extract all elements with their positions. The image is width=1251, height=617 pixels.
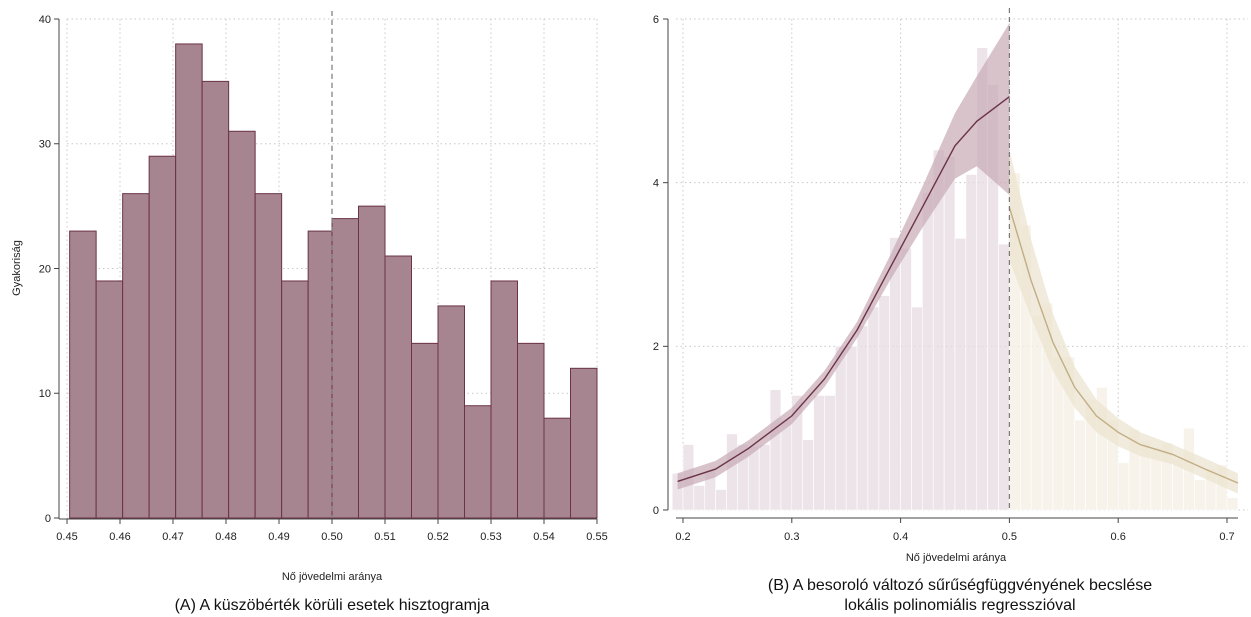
density-bin-left (693, 485, 706, 511)
panel-a-y-axis-title: Gyakoriság (11, 240, 23, 296)
x-tick-label: 0.6 (1111, 531, 1126, 543)
histogram-bar (384, 255, 412, 519)
y-tick-label: 2 (653, 341, 659, 353)
density-bin-left (813, 395, 825, 511)
x-tick-label: 0.47 (162, 531, 183, 543)
density-line-right (1008, 207, 1239, 484)
confidence-band-right (1009, 149, 1238, 494)
density-bin-right (1194, 479, 1206, 511)
histogram-bar (281, 280, 309, 519)
y-tick-label: 30 (39, 139, 51, 151)
histogram-bar (437, 305, 465, 519)
histogram-bar (517, 342, 545, 519)
x-tick-label: 0.51 (374, 531, 395, 543)
density-bin-left (769, 389, 782, 511)
x-tick-label: 0.46 (109, 531, 130, 543)
panel-b-caption-line1: (B) A besoroló változó sűrűségfüggvényén… (768, 577, 1152, 594)
density-bin-right (1074, 419, 1086, 511)
panel-b-density-estimate: 0.2 0.3 0.4 0.5 0.6 0.7 0 2 4 6 (653, 8, 1248, 543)
density-bin-left (758, 444, 771, 511)
density-bin-right (1030, 314, 1043, 511)
density-bin-left (845, 346, 858, 511)
x-tick-label: 0.48 (215, 531, 236, 543)
density-bin-left (911, 306, 923, 511)
density-bin-left (802, 439, 814, 511)
histogram-bar (358, 205, 386, 519)
density-line-left (677, 96, 1010, 483)
x-tick-label: 0.5 (1002, 531, 1017, 543)
density-bin-left (998, 243, 1010, 511)
histogram-bar (307, 230, 336, 519)
density-bin-left (900, 247, 912, 511)
density-bin-left (867, 306, 880, 511)
histogram-bar (175, 43, 203, 519)
histogram-bar (464, 405, 492, 519)
density-bin-left (878, 295, 891, 511)
y-tick-label: 0 (45, 513, 51, 525)
density-bin-left (889, 237, 901, 511)
y-tick-label: 4 (653, 178, 659, 190)
density-bin-left (954, 238, 967, 511)
y-tick-label: 20 (39, 263, 51, 275)
y-tick-label: 0 (653, 505, 659, 517)
density-bin-left (922, 192, 934, 511)
density-bin-left (715, 489, 727, 511)
x-tick-label: 0.53 (480, 531, 501, 543)
x-tick-label: 0.50 (321, 531, 342, 543)
density-bin-left (747, 445, 760, 511)
panel-a-histogram: 0.45 0.46 0.47 0.48 0.49 0.50 0.51 0.52 0.53 0.54… (39, 11, 608, 543)
histogram-bar (490, 280, 518, 519)
density-bin-left (856, 325, 869, 511)
histogram-bar (570, 367, 598, 519)
x-tick-label: 0.3 (784, 531, 799, 543)
x-tick-label: 0.52 (427, 531, 448, 543)
panel-b-x-axis-title: Nő jövedelmi aránya (906, 552, 1007, 564)
histogram-bar (411, 342, 439, 519)
histogram-bar (148, 155, 177, 519)
y-tick-label: 40 (39, 14, 51, 26)
density-bin-left (943, 156, 956, 511)
histogram-bar (254, 193, 283, 519)
x-tick-label: 0.49 (268, 531, 289, 543)
x-tick-label: 0.55 (586, 531, 607, 543)
histogram-bar (543, 417, 571, 519)
x-tick-label: 0.7 (1219, 531, 1234, 543)
y-tick-label: 10 (39, 388, 51, 400)
density-bin-left (835, 346, 847, 511)
histogram-bar (69, 230, 97, 519)
density-bin-right (1117, 462, 1130, 511)
density-bin-left (824, 395, 836, 511)
x-tick-label: 0.2 (675, 531, 690, 543)
panel-a-caption: (A) A küszöbérték körüli esetek hisztogr… (175, 597, 490, 614)
density-bin-left (780, 419, 793, 511)
histogram-bar (228, 130, 256, 519)
panel-a-x-axis-title: Nő jövedelmi aránya (282, 571, 383, 583)
x-tick-label: 0.54 (533, 531, 554, 543)
histogram-bar (331, 218, 359, 519)
density-bin-right (1226, 497, 1239, 511)
x-tick-label: 0.45 (56, 531, 77, 543)
histogram-bar (122, 193, 150, 519)
histogram-bar (95, 280, 124, 519)
density-bin-left (726, 433, 738, 511)
x-tick-label: 0.4 (893, 531, 908, 543)
histogram-bar (201, 80, 230, 519)
density-bin-left (965, 174, 978, 511)
y-tick-label: 6 (653, 14, 659, 26)
panel-b-caption-line2: lokális polinomiális regresszióval (844, 597, 1075, 614)
